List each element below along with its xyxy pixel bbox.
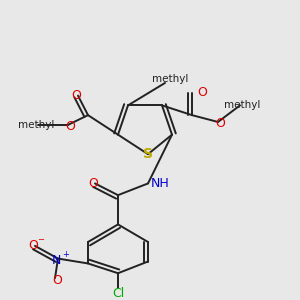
Text: S: S [143,147,153,161]
Text: O: O [71,89,81,102]
Text: +: + [63,250,69,259]
Text: O: O [88,177,98,190]
Text: Cl: Cl [112,287,124,300]
Text: O: O [65,120,75,133]
Text: methyl: methyl [152,74,188,84]
Text: O: O [52,274,62,286]
Text: O: O [197,86,207,99]
Text: N: N [51,254,61,267]
Text: O: O [215,117,225,130]
Text: methyl: methyl [18,120,54,130]
Text: NH: NH [151,177,169,190]
Text: O: O [28,239,38,252]
Text: methyl: methyl [224,100,260,110]
Text: −: − [38,236,44,244]
